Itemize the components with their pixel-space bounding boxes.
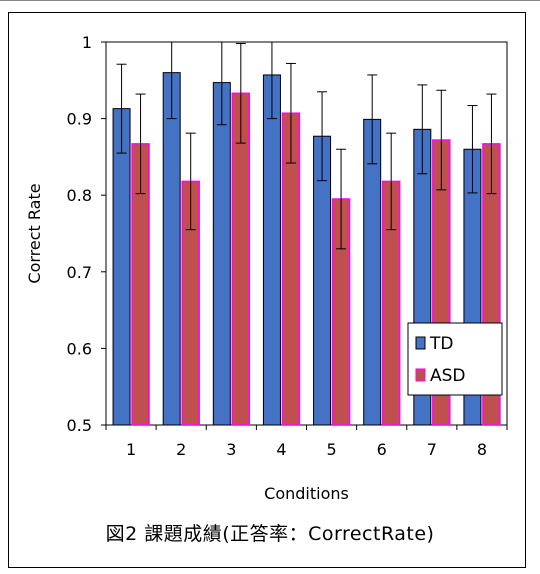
y-tick-label: 0.7 <box>67 263 92 282</box>
figure-caption: 図2 課題成績(正答率：CorrectRate) <box>105 523 435 545</box>
bar-td <box>363 118 382 426</box>
y-tick-label: 0.8 <box>67 186 92 205</box>
x-tick-label: 3 <box>226 440 236 459</box>
y-tick-label: 0.6 <box>67 339 92 358</box>
legend-box <box>407 322 503 396</box>
y-tick-label: 0.9 <box>67 110 92 129</box>
y-tick-label: 0.5 <box>67 416 92 435</box>
legend-swatch-td <box>415 336 426 350</box>
x-tick-label: 6 <box>377 440 387 459</box>
bar-td <box>262 74 281 426</box>
x-tick-label: 8 <box>477 440 487 459</box>
y-axis-label: Correct Rate <box>25 183 44 283</box>
bar-td <box>112 108 131 426</box>
x-axis-label: Conditions <box>264 484 349 503</box>
x-tick-label: 5 <box>326 440 336 459</box>
x-tick-label: 2 <box>176 440 186 459</box>
legend-swatch-asd <box>415 368 426 382</box>
x-tick-label: 4 <box>276 440 286 459</box>
legend-label-asd: ASD <box>430 366 466 386</box>
y-tick-label: 1 <box>82 33 92 52</box>
top-divider <box>0 0 540 1</box>
legend-label-td: TD <box>429 334 453 354</box>
bar-td <box>212 82 231 426</box>
x-tick-label: 7 <box>427 440 437 459</box>
bar-td <box>162 72 181 426</box>
x-tick-label: 1 <box>126 440 136 459</box>
